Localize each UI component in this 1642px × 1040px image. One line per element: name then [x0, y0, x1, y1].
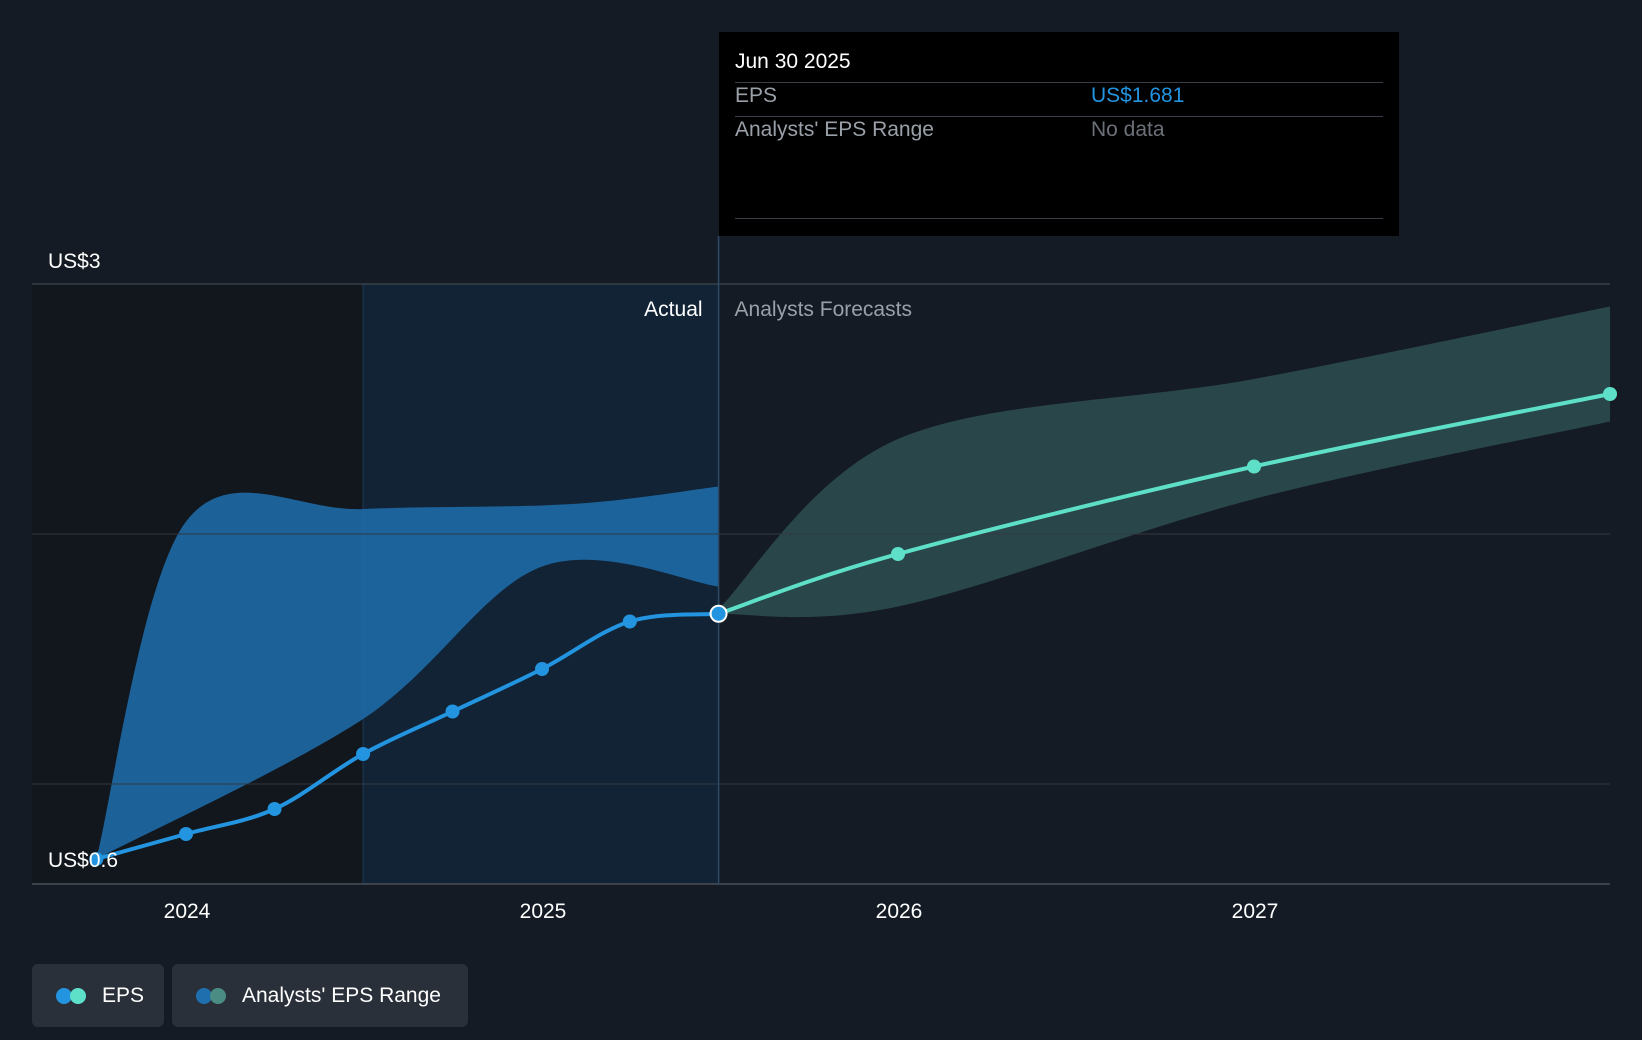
tooltip-range-label: Analysts' EPS Range — [735, 118, 934, 141]
eps-range-band-actual — [96, 486, 719, 859]
tooltip-date: Jun 30 2025 — [735, 50, 851, 73]
x-axis-tick-label: 2025 — [520, 900, 567, 923]
eps-range-band-forecast — [718, 306, 1611, 618]
tooltip-divider — [735, 218, 1383, 219]
eps-line-actual — [94, 611, 721, 861]
legend-eps-label: EPS — [102, 983, 145, 1007]
eps-point — [535, 662, 550, 676]
x-axis-tick-label: 2024 — [164, 900, 211, 923]
eps-point — [891, 547, 906, 561]
actual-section-label: Actual — [644, 298, 702, 321]
y-axis-max-label: US$3 — [48, 250, 101, 273]
tooltip-divider — [735, 82, 1383, 83]
tooltip-eps-label: EPS — [735, 84, 778, 107]
x-axis-tick-label: 2027 — [1232, 900, 1279, 923]
eps-point — [622, 614, 637, 629]
eps-point-selected — [709, 604, 728, 623]
tooltip-divider — [735, 116, 1383, 117]
legend-eps-swatch-icon — [56, 987, 86, 1004]
x-axis-tick-label: 2026 — [876, 900, 923, 923]
eps-point — [89, 852, 104, 866]
tooltip-eps-value: US$1.681 — [1091, 84, 1185, 107]
y-axis-min-label: US$0.6 — [48, 849, 118, 872]
eps-point — [356, 747, 371, 761]
eps-point — [445, 704, 460, 719]
eps-line-forecast — [716, 392, 1613, 616]
legend-eps-button[interactable]: EPS — [32, 964, 164, 1027]
eps-point — [179, 827, 194, 841]
legend-range-swatch-icon — [196, 987, 226, 1004]
legend-range-label: Analysts' EPS Range — [242, 983, 441, 1007]
eps-point — [1603, 387, 1618, 401]
legend-range-button[interactable]: Analysts' EPS Range — [172, 964, 468, 1027]
eps-point — [267, 802, 282, 816]
forecast-section-label: Analysts Forecasts — [735, 298, 912, 321]
eps-point — [1247, 459, 1262, 474]
tooltip: Jun 30 2025 EPS US$1.681 Analysts' EPS R… — [719, 32, 1399, 236]
tooltip-range-value: No data — [1091, 118, 1165, 141]
